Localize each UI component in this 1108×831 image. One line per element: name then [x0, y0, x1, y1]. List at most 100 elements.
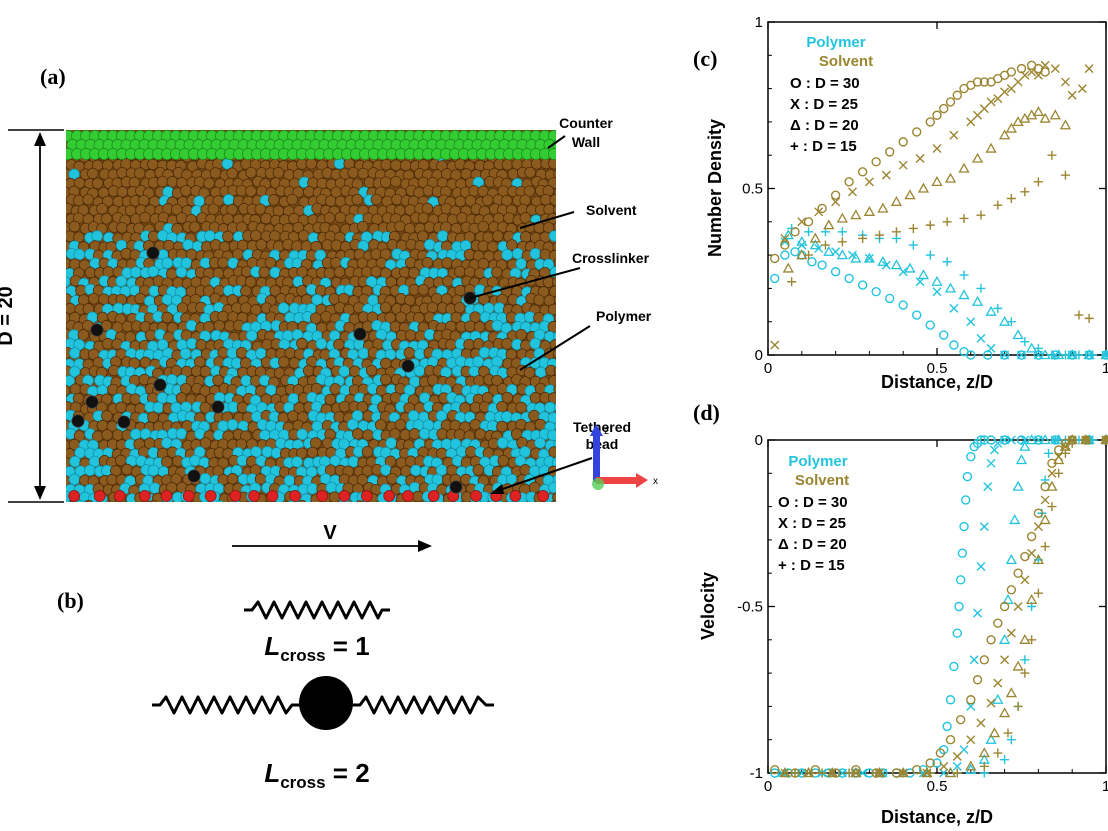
polymer-bead	[519, 446, 531, 458]
plot-c-polymer-triangle-point	[944, 282, 957, 293]
solvent-bead	[66, 257, 72, 270]
solvent-bead	[506, 239, 518, 251]
plot-c-solvent-cross-point	[797, 217, 807, 227]
legend-d-polymer: Polymer	[788, 453, 847, 470]
solvent-bead	[268, 194, 280, 206]
plot-c-solvent-cross-point	[973, 110, 983, 120]
plot-c-solvent-circle-point	[972, 77, 983, 87]
crosslinker-bead	[90, 323, 104, 337]
plot-d-polymer-circle-point	[966, 451, 976, 462]
solvent-bead	[98, 293, 110, 305]
solvent-bead	[408, 428, 421, 440]
polymer-bead	[215, 500, 224, 502]
crosslinker-bead	[187, 469, 201, 483]
plot-d-solvent-plus-point	[1081, 435, 1091, 445]
plot-c-polymer-plus-point	[1006, 317, 1016, 327]
plot-d-solvent-triangle-point	[998, 707, 1011, 718]
plot-c-solvent-circle-point	[770, 253, 780, 264]
plot-d-solvent-triangle-point	[1039, 514, 1051, 525]
plot-d-solvent-triangle-point	[779, 767, 791, 778]
plot-c-solvent-cross-point	[1013, 77, 1023, 87]
plot-c-solvent-cross-point	[966, 117, 976, 127]
plot-c-solvent-cross-point	[1006, 84, 1016, 94]
plot-c-polymer-circle-point	[912, 310, 922, 320]
plot-d-solvent-plus-point	[1033, 588, 1043, 598]
solvent-bead	[209, 167, 222, 179]
plot-d-solvent-cross-point	[851, 768, 861, 778]
polymer-bead	[557, 392, 568, 403]
crosslinker-bead	[353, 327, 367, 341]
tethered-bead	[113, 490, 126, 502]
polymer-bead	[357, 347, 370, 360]
crosslinker-bead	[401, 359, 415, 373]
solvent-bead	[515, 401, 527, 414]
crosslinker-bead	[117, 415, 131, 429]
plot-d-solvent-plus-point	[952, 768, 962, 778]
polymer-bead	[325, 481, 338, 494]
polymer-bead	[129, 428, 142, 440]
plot-d-polymer-circle-point	[945, 695, 956, 705]
polymer-bead	[73, 248, 86, 261]
plot-c-solvent-circle-point	[925, 117, 935, 127]
plot-c-polymer-triangle-point	[782, 229, 794, 240]
polymer-bead	[156, 338, 169, 351]
plot-c-solvent-cross-point	[1040, 60, 1050, 70]
polymer-bead	[185, 319, 198, 332]
plot-c-solvent-cross-point	[864, 177, 874, 187]
solvent-bead	[144, 329, 157, 341]
bead-field	[66, 130, 568, 502]
solvent-bead	[454, 284, 466, 297]
plot-d-polymer-triangle-point	[985, 733, 997, 744]
solvent-bead	[245, 185, 257, 197]
plot-c-solvent-triangle-point	[836, 212, 848, 223]
solvent-bead	[417, 283, 430, 296]
legend-c-entry-4: + : D = 15	[790, 138, 857, 155]
plot-c-solvent-cross-point	[1067, 90, 1077, 100]
polymer-bead	[152, 401, 165, 414]
polymer-bead	[91, 230, 103, 242]
polymer-bead	[553, 439, 556, 449]
plot-c-solvent-circle-point	[952, 90, 962, 100]
plot-d-solvent-cross-point	[952, 751, 962, 761]
plot-c-solvent-circle-point	[871, 157, 881, 167]
plot-d-polymer-cross-point	[983, 482, 993, 492]
plot-c-polymer-cross-point	[976, 333, 986, 343]
plot-d-polymer-cross-point	[989, 445, 999, 455]
velocity-arrow-head	[418, 540, 432, 552]
solvent-bead	[302, 365, 315, 377]
solvent-bead	[370, 193, 383, 206]
plot-d-solvent-cross-point	[986, 698, 996, 708]
solvent-bead	[481, 391, 494, 404]
polymer-bead	[423, 238, 436, 251]
solvent-bead	[255, 238, 268, 251]
solvent-bead	[286, 193, 298, 206]
plot-c-solvent-plus-point	[1006, 193, 1016, 203]
solvent-bead	[519, 464, 531, 476]
plot-c-polymer-plus-point	[1020, 337, 1030, 347]
panel-b: (b) Lcross = 1 Lcross = 2	[57, 588, 494, 792]
solvent-bead	[553, 295, 556, 305]
solvent-bead	[100, 212, 113, 225]
plot-c-xtick-label: 0	[764, 360, 772, 377]
solvent-bead	[454, 195, 467, 208]
solvent-bead	[245, 166, 257, 179]
plot-c-polymer-plus-point	[1060, 350, 1070, 360]
polymer-bead	[166, 373, 178, 386]
polymer-bead	[175, 427, 188, 440]
plot-d-polymer-triangle-point	[1039, 434, 1051, 445]
plot-c-polymer-cross-point	[1017, 350, 1026, 360]
plot-c-solvent-circle-point	[945, 97, 956, 107]
polymer-bead	[306, 482, 319, 495]
plot-c-polymer-cross-point	[848, 250, 857, 260]
plot-d-solvent-triangle-point	[826, 767, 838, 778]
plot-c-solvent-plus-point	[787, 277, 797, 287]
plot-c-solvent-plus-point	[804, 250, 814, 260]
tethered-bead	[204, 490, 217, 502]
solvent-bead	[453, 301, 466, 314]
plot-d-solvent-circle-point	[1013, 568, 1023, 578]
plot-d-solvent-cross-point	[1020, 575, 1030, 585]
solvent-bead	[87, 167, 99, 180]
axes-triad-icon: z x	[590, 424, 658, 490]
plot-d-solvent-cross-point	[966, 735, 976, 745]
